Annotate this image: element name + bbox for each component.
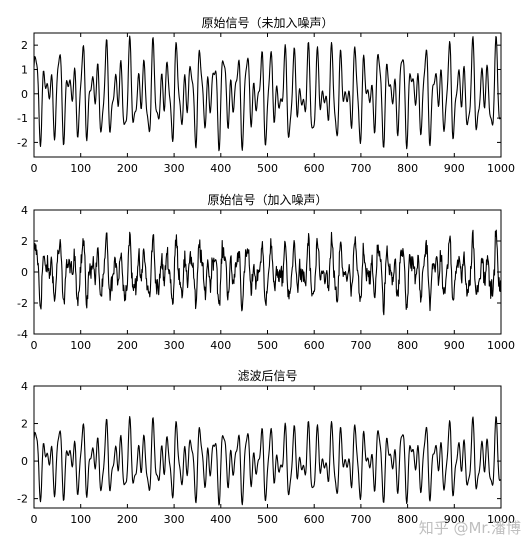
x-tick-label: 100 [70,513,91,526]
y-tick-label: 1 [21,63,28,76]
x-tick-label: 300 [164,339,185,352]
x-tick-label: 500 [257,513,278,526]
chart-panel-2: 原始信号（加入噪声） 0 100 200 300 400 500 600 700 800 900 10… [17,193,515,352]
y-tick-label: 4 [21,204,28,217]
y-tick-label: 4 [21,380,28,393]
x-tick-label: 300 [164,162,185,175]
x-tick-label: 300 [164,513,185,526]
y-tick-label: -1 [17,112,28,125]
y-tick-label: -4 [17,328,28,341]
x-tick-label: 100 [70,162,91,175]
x-tick-label: 1000 [487,513,515,526]
chart-title: 滤波后信号 [237,369,297,383]
x-tick-label: 0 [31,162,38,175]
x-tick-label: 900 [444,513,465,526]
signal-line [33,416,502,506]
x-tick-label: 200 [117,513,138,526]
y-tick-label: 2 [21,418,28,431]
x-tick-label: 1000 [487,162,515,175]
x-tick-label: 600 [304,162,325,175]
y-tick-label: 0 [21,88,28,101]
x-tick-label: 0 [31,513,38,526]
y-tick-label: 2 [21,39,28,52]
x-tick-label: 900 [444,339,465,352]
x-tick-label: 800 [397,162,418,175]
x-tick-label: 600 [304,339,325,352]
chart-panel-1: 原始信号（未加入噪声） 0 100 200 300 400 500 600 700 800 900 1… [17,16,515,175]
y-tick-label: -2 [17,493,28,506]
x-tick-label: 800 [397,339,418,352]
y-tick-label: -2 [17,136,28,149]
signal-line [33,35,502,152]
y-tick-label: 0 [21,455,28,468]
chart-title: 原始信号（未加入噪声） [201,16,333,30]
y-tick-label: 0 [21,266,28,279]
x-tick-label: 500 [257,162,278,175]
x-tick-label: 400 [210,513,231,526]
signal-line [33,229,502,316]
x-tick-label: 700 [350,339,371,352]
x-tick-label: 900 [444,162,465,175]
x-tick-label: 800 [397,513,418,526]
x-tick-label: 700 [350,513,371,526]
x-tick-label: 500 [257,339,278,352]
y-tick-label: -2 [17,297,28,310]
x-tick-label: 200 [117,339,138,352]
x-tick-label: 1000 [487,339,515,352]
x-tick-label: 100 [70,339,91,352]
y-tick-label: 2 [21,235,28,248]
x-tick-label: 200 [117,162,138,175]
x-tick-label: 600 [304,513,325,526]
x-tick-label: 0 [31,339,38,352]
x-tick-label: 700 [350,162,371,175]
x-tick-label: 400 [210,339,231,352]
chart-title: 原始信号（加入噪声） [207,193,327,207]
watermark-text: 知乎 @Mr.潘博 [418,519,521,537]
x-tick-label: 400 [210,162,231,175]
